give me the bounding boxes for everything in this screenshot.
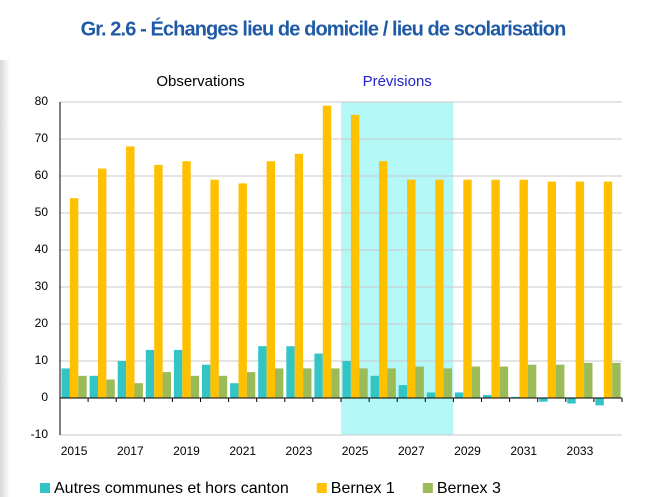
bar <box>238 183 247 398</box>
x-tick-label: 2025 <box>342 444 369 458</box>
legend-label: Bernex 3 <box>437 480 501 497</box>
bar <box>415 366 424 398</box>
bar <box>78 375 87 398</box>
bar <box>210 179 219 398</box>
bar <box>126 146 135 398</box>
bar <box>350 114 360 398</box>
legend-swatch <box>40 483 50 493</box>
bar <box>173 349 183 398</box>
bar <box>303 368 312 398</box>
bar <box>89 375 98 398</box>
x-tick-label: 2031 <box>510 444 537 458</box>
bar <box>426 392 436 398</box>
y-tick-label: 10 <box>35 353 49 367</box>
bar <box>387 368 396 398</box>
bar <box>556 364 565 398</box>
bar <box>463 179 472 398</box>
bar <box>539 398 548 402</box>
bar <box>370 375 379 398</box>
bar <box>314 353 323 398</box>
bar <box>190 375 200 398</box>
bar <box>322 105 332 398</box>
legend-label: Autres communes et hors canton <box>54 480 289 497</box>
bar <box>511 396 520 398</box>
bar <box>603 181 613 398</box>
y-tick-label: 80 <box>35 94 49 108</box>
x-tick-label: 2023 <box>286 444 313 458</box>
bar <box>471 366 481 398</box>
side-shade <box>0 60 10 497</box>
bar <box>435 179 444 398</box>
y-tick-label: 70 <box>35 131 49 145</box>
x-tick-label: 2033 <box>567 444 594 458</box>
bar <box>134 383 143 398</box>
bar <box>145 349 155 398</box>
bar <box>275 368 284 398</box>
y-tick-label: -10 <box>31 427 49 441</box>
y-tick-label: 60 <box>35 168 49 182</box>
bar <box>286 346 295 398</box>
bar <box>567 398 576 404</box>
bar <box>483 395 492 398</box>
bar <box>106 379 115 398</box>
bar <box>182 161 191 398</box>
bar <box>454 392 464 398</box>
bar <box>379 161 388 398</box>
annotation: Observations <box>156 73 244 90</box>
bar <box>61 368 70 398</box>
bar <box>294 153 304 398</box>
chart-title: Gr. 2.6 - Échanges lieu de domicile / li… <box>81 17 566 40</box>
bar <box>218 375 228 398</box>
bar <box>162 372 171 398</box>
x-tick-label: 2027 <box>398 444 425 458</box>
y-tick-label: 50 <box>35 205 49 219</box>
bar <box>575 181 585 398</box>
bar <box>519 179 528 398</box>
bar <box>98 168 107 398</box>
bar <box>612 362 621 398</box>
y-tick-label: 0 <box>41 390 48 404</box>
legend-swatch <box>422 483 433 493</box>
bar <box>342 361 351 398</box>
bar <box>547 181 556 398</box>
bar <box>258 346 267 398</box>
legend-label: Bernex 1 <box>331 480 395 497</box>
legend-swatch <box>316 483 327 493</box>
y-tick-label: 20 <box>35 316 49 330</box>
bar <box>202 364 211 398</box>
y-tick-label: 30 <box>35 279 49 293</box>
bar <box>499 366 509 398</box>
bar <box>595 398 604 406</box>
bar <box>443 368 452 398</box>
bar <box>266 161 275 398</box>
bar <box>154 164 163 398</box>
bar <box>359 368 368 398</box>
bar <box>527 364 537 398</box>
x-tick-label: 2029 <box>454 444 481 458</box>
bar <box>69 198 79 398</box>
x-tick-label: 2017 <box>117 444 144 458</box>
bar <box>407 179 416 398</box>
bar <box>331 368 340 398</box>
x-tick-label: 2019 <box>173 444 200 458</box>
bar <box>584 362 593 398</box>
x-tick-label: 2015 <box>61 444 88 458</box>
bar <box>398 385 408 398</box>
x-tick-label: 2021 <box>229 444 256 458</box>
bar <box>230 383 239 398</box>
bar <box>117 361 127 398</box>
y-tick-label: 40 <box>35 242 49 256</box>
annotation: Prévisions <box>363 73 432 90</box>
bar <box>246 372 256 398</box>
bar <box>491 179 500 398</box>
